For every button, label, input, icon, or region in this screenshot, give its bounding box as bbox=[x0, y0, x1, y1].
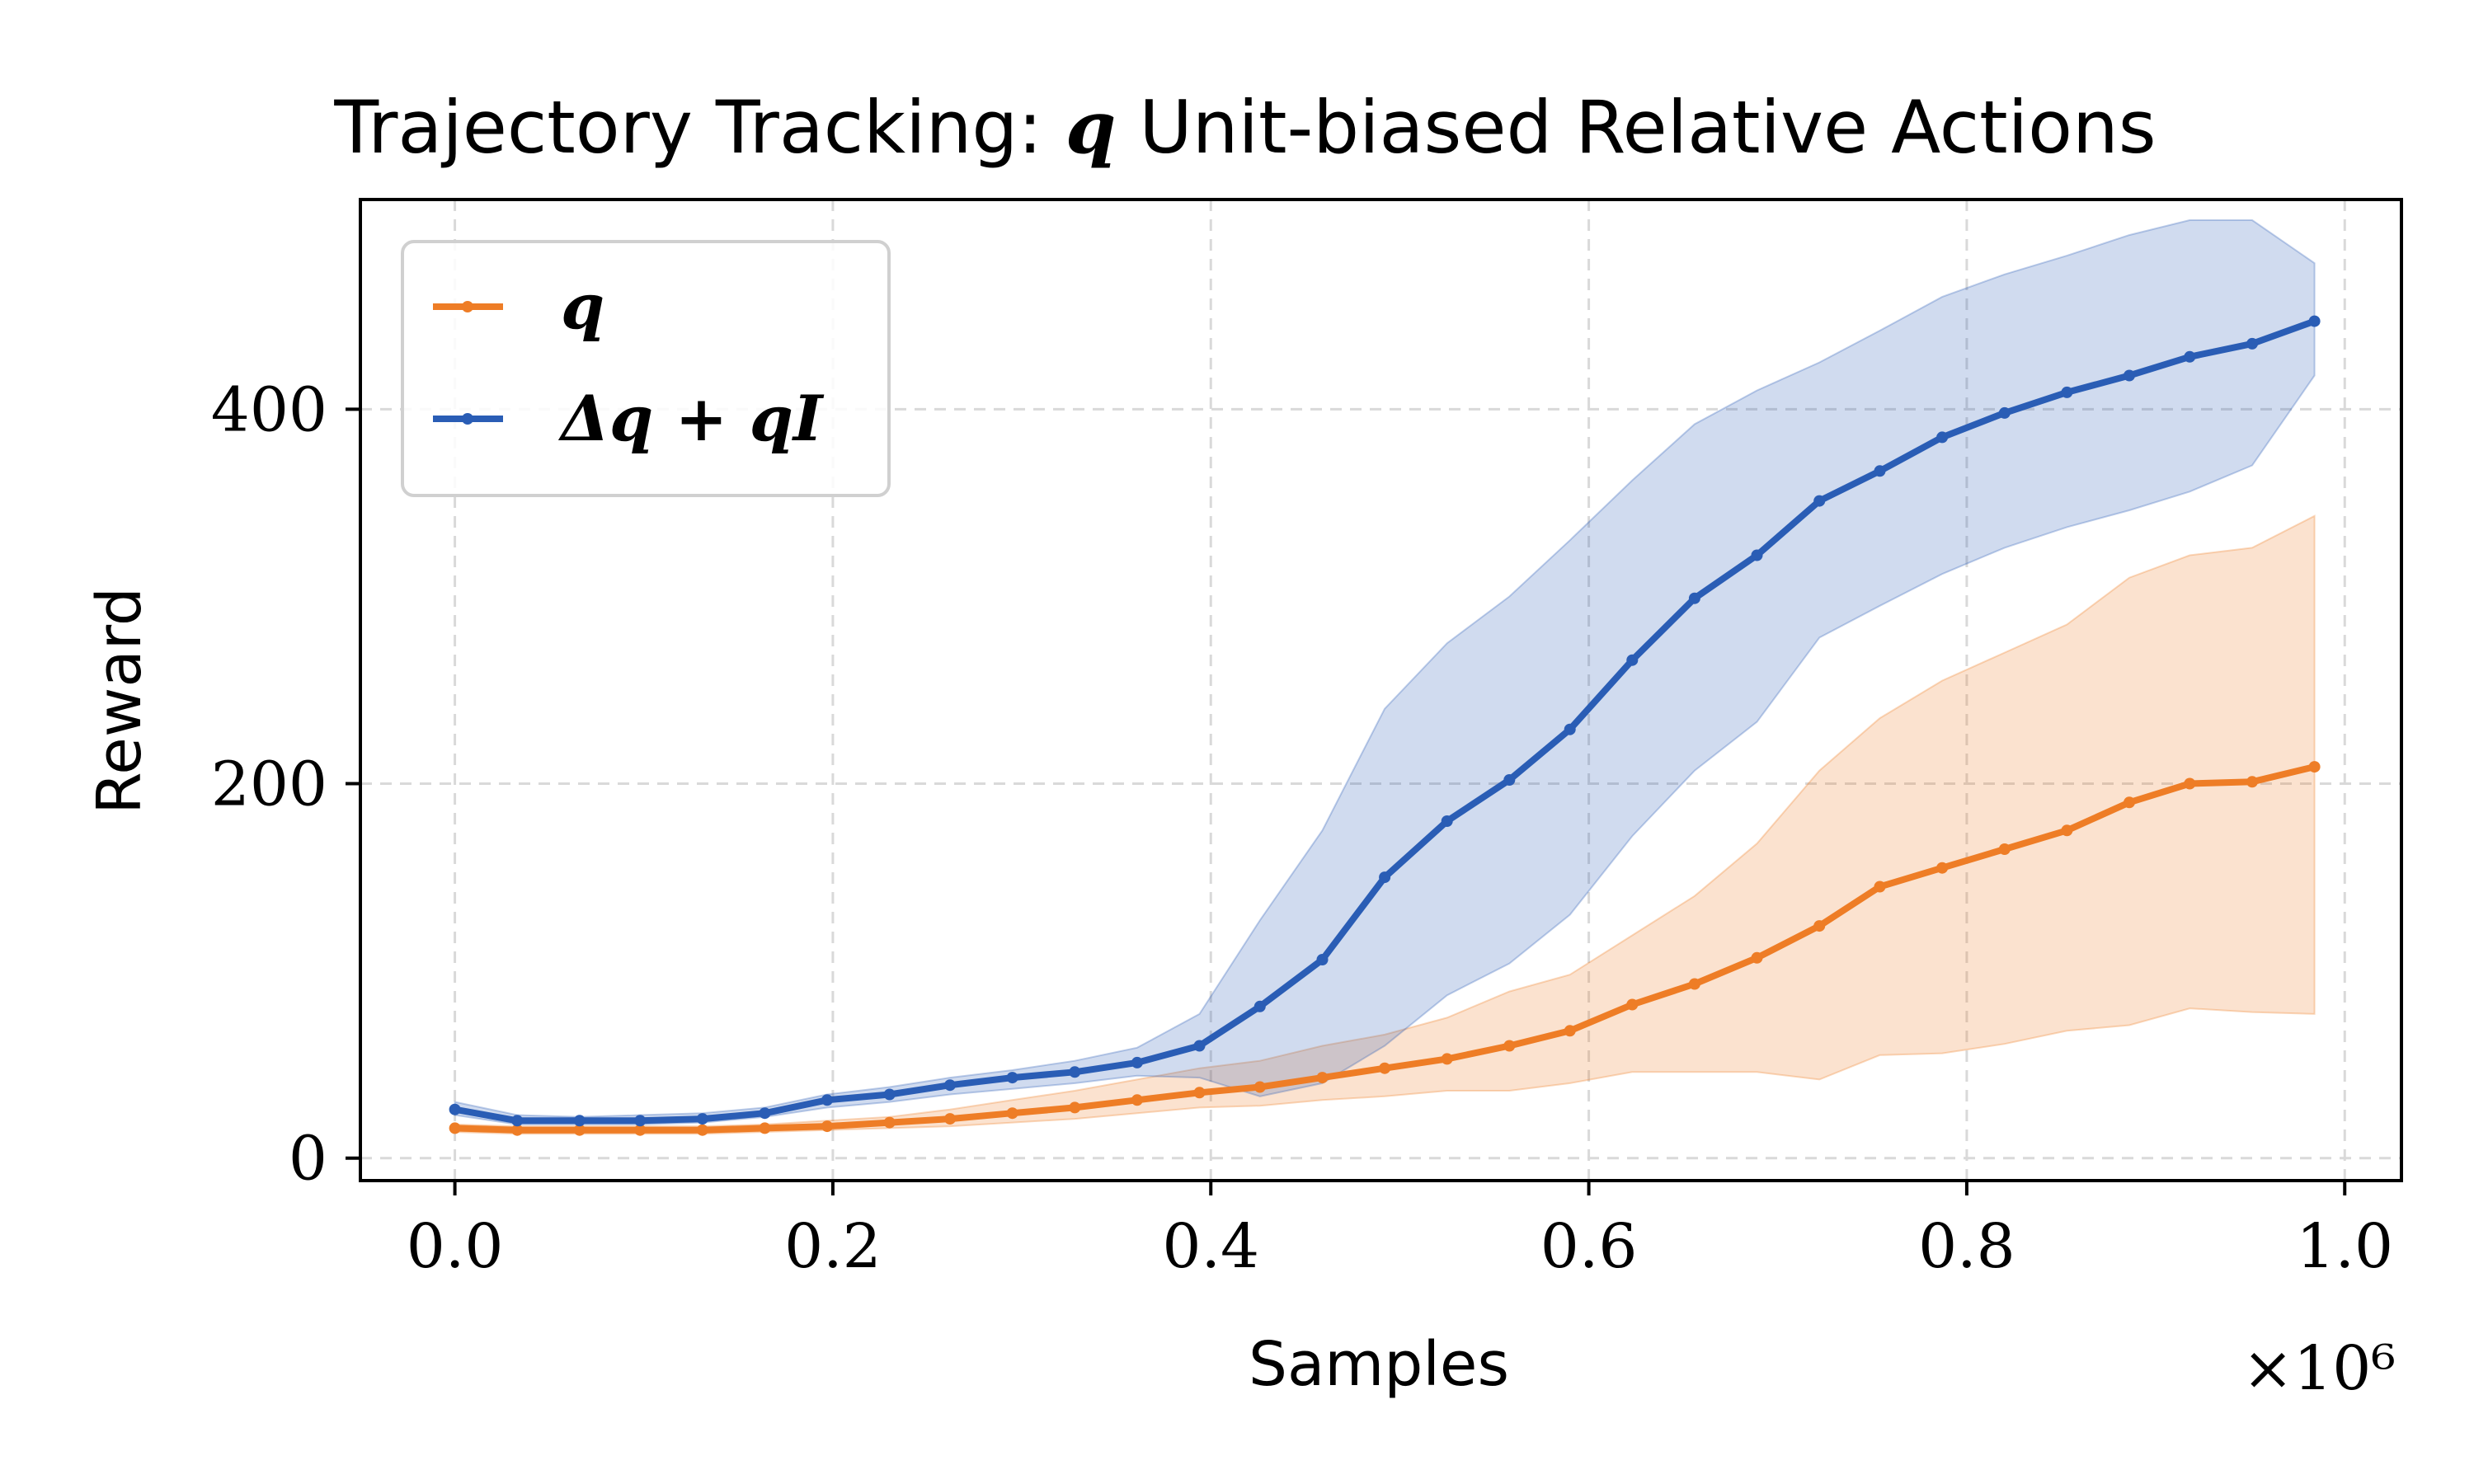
point-q bbox=[1874, 881, 1886, 893]
point-q bbox=[1316, 1072, 1329, 1084]
x-axis-label: Samples bbox=[1249, 1329, 1509, 1400]
point-q bbox=[2184, 777, 2196, 790]
point-q bbox=[1379, 1062, 1391, 1074]
axis-ticks: 0.0 0.2 0.4 0.6 0.8 1.0 0 200 400 bbox=[211, 374, 2393, 1282]
legend: q Δq + qI bbox=[401, 240, 891, 497]
chart-title-math: q bbox=[1065, 84, 1117, 170]
point-q bbox=[1751, 951, 1763, 964]
x-tick-label: 0.6 bbox=[1540, 1211, 1638, 1282]
point-delta-q-plus-qi bbox=[2308, 315, 2321, 327]
point-q bbox=[1564, 1025, 1576, 1037]
point-delta-q-plus-qi bbox=[449, 1103, 461, 1115]
point-q bbox=[1069, 1101, 1081, 1114]
legend-marker-delta-q-plus-qi bbox=[462, 413, 473, 425]
point-delta-q-plus-qi bbox=[1069, 1066, 1081, 1078]
point-delta-q-plus-qi bbox=[821, 1094, 833, 1106]
series-points bbox=[449, 315, 2321, 1136]
point-delta-q-plus-qi bbox=[1131, 1056, 1143, 1068]
legend-entry-q: q bbox=[433, 270, 604, 343]
point-q bbox=[944, 1113, 956, 1125]
point-q bbox=[1998, 843, 2011, 855]
point-q bbox=[2061, 824, 2073, 837]
point-delta-q-plus-qi bbox=[1751, 549, 1763, 561]
point-q bbox=[449, 1122, 461, 1134]
x-tick-label: 0.2 bbox=[784, 1211, 882, 1282]
legend-label-q: q bbox=[561, 270, 604, 343]
point-delta-q-plus-qi bbox=[2246, 337, 2258, 350]
point-delta-q-plus-qi bbox=[759, 1107, 771, 1120]
point-delta-q-plus-qi bbox=[1564, 723, 1576, 735]
band-q bbox=[454, 514, 2316, 1135]
chart-title-suffix: Unit-biased Relative Actions bbox=[1116, 85, 2156, 170]
point-delta-q-plus-qi bbox=[1503, 774, 1516, 786]
confidence-bands bbox=[454, 219, 2316, 1135]
point-q bbox=[1813, 920, 1826, 932]
point-q bbox=[2124, 796, 2135, 809]
point-delta-q-plus-qi bbox=[944, 1079, 956, 1092]
legend-label-delta-q-plus-qi: Δq + qI bbox=[557, 382, 825, 455]
point-q bbox=[511, 1124, 524, 1136]
point-delta-q-plus-qi bbox=[1998, 406, 2011, 419]
point-q bbox=[634, 1124, 647, 1136]
point-q bbox=[1503, 1040, 1516, 1052]
point-q bbox=[1441, 1053, 1453, 1065]
x-tick-label: 0.0 bbox=[407, 1211, 504, 1282]
y-tick-label: 400 bbox=[211, 374, 327, 445]
y-tick-label: 200 bbox=[211, 749, 327, 820]
point-delta-q-plus-qi bbox=[634, 1115, 647, 1127]
point-delta-q-plus-qi bbox=[2184, 350, 2196, 363]
point-q bbox=[1193, 1087, 1206, 1099]
y-axis-label: Reward bbox=[84, 587, 155, 815]
point-q bbox=[1688, 978, 1700, 990]
y-tick-label: 0 bbox=[289, 1124, 327, 1195]
point-q bbox=[759, 1122, 771, 1134]
point-q bbox=[1253, 1081, 1266, 1093]
point-q bbox=[696, 1124, 708, 1136]
point-delta-q-plus-qi bbox=[2124, 369, 2135, 382]
legend-entry-delta-q-plus-qi: Δq + qI bbox=[433, 382, 825, 455]
point-q bbox=[821, 1120, 833, 1133]
point-delta-q-plus-qi bbox=[1316, 954, 1329, 965]
point-q bbox=[1006, 1107, 1018, 1120]
x-tick-label: 0.8 bbox=[1918, 1211, 2015, 1282]
band-delta-q-plus-qi bbox=[454, 219, 2316, 1125]
point-q bbox=[883, 1116, 896, 1129]
point-delta-q-plus-qi bbox=[1441, 815, 1453, 827]
point-q bbox=[1936, 862, 1949, 874]
point-q bbox=[2246, 776, 2258, 788]
point-delta-q-plus-qi bbox=[2061, 386, 2073, 398]
point-delta-q-plus-qi bbox=[573, 1115, 586, 1127]
point-q bbox=[573, 1124, 586, 1136]
point-delta-q-plus-qi bbox=[1253, 1000, 1266, 1012]
point-delta-q-plus-qi bbox=[696, 1113, 708, 1125]
point-q bbox=[2308, 761, 2321, 773]
point-delta-q-plus-qi bbox=[1626, 654, 1639, 666]
point-delta-q-plus-qi bbox=[1379, 871, 1391, 884]
point-delta-q-plus-qi bbox=[1813, 495, 1826, 507]
plot-frame bbox=[359, 198, 2403, 1182]
point-delta-q-plus-qi bbox=[883, 1088, 896, 1101]
x-tick-label: 1.0 bbox=[2296, 1211, 2393, 1282]
point-q bbox=[1626, 998, 1639, 1011]
point-delta-q-plus-qi bbox=[1688, 592, 1700, 604]
point-delta-q-plus-qi bbox=[1874, 465, 1886, 477]
x-tick-label: 0.4 bbox=[1162, 1211, 1259, 1282]
point-q bbox=[1131, 1094, 1143, 1106]
chart-title-prefix: Trajectory Tracking: bbox=[333, 85, 1065, 170]
point-delta-q-plus-qi bbox=[1006, 1072, 1018, 1084]
point-delta-q-plus-qi bbox=[511, 1115, 524, 1127]
chart-title: Trajectory Tracking: q Unit-biased Relat… bbox=[333, 84, 2156, 170]
legend-box bbox=[401, 240, 891, 497]
point-delta-q-plus-qi bbox=[1936, 431, 1949, 444]
legend-marker-q bbox=[462, 301, 473, 312]
point-delta-q-plus-qi bbox=[1193, 1040, 1206, 1052]
x-axis-multiplier: ×10⁶ bbox=[2242, 1333, 2396, 1404]
